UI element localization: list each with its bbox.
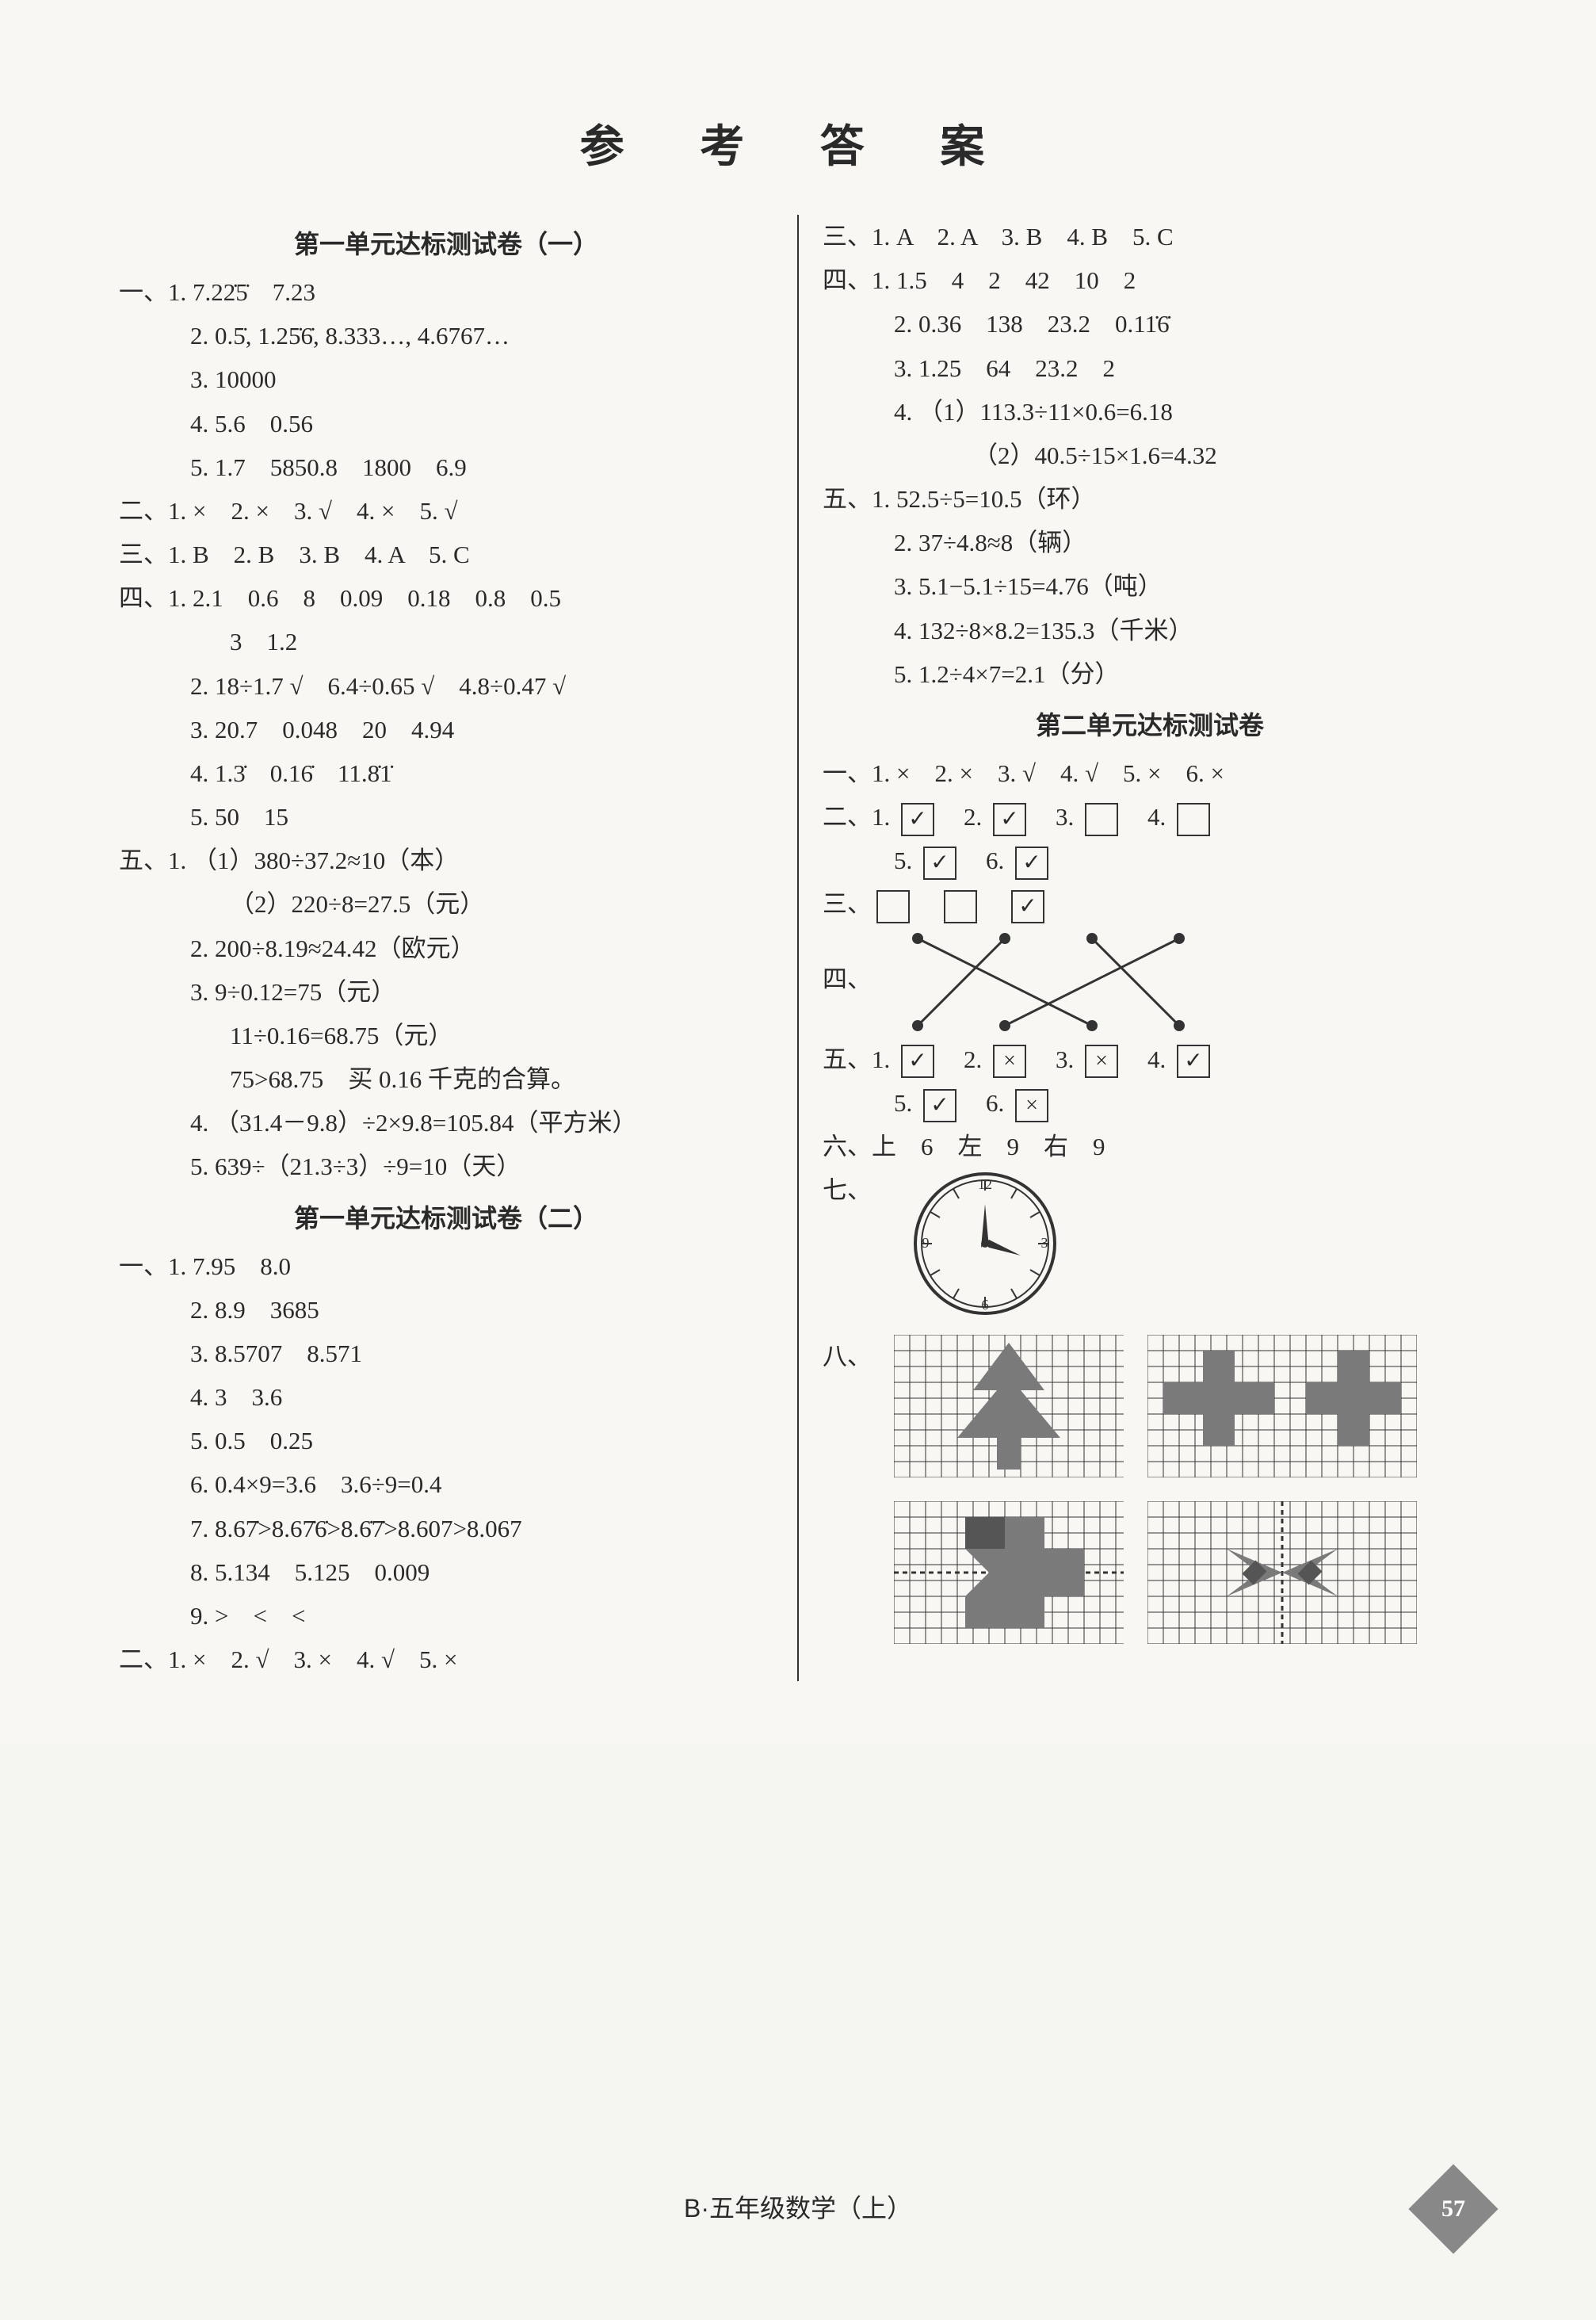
answer-box: [876, 890, 910, 923]
answer-line: 六、上 6 左 9 右 9: [823, 1125, 1477, 1168]
answer-line: 一、1. 7.22̇5̇ 7.23: [119, 270, 773, 314]
answer-box: [923, 847, 956, 880]
answer-line: 八、: [823, 1335, 1477, 1668]
answer-line: 2. 8.9 3685: [119, 1288, 773, 1332]
answer-line: 四、1. 2.1 0.6 8 0.09 0.18 0.8 0.5: [119, 576, 773, 620]
answer-line: 6. 0.4×9=3.6 3.6÷9=0.4: [119, 1462, 773, 1506]
page-number: 57: [1422, 2177, 1485, 2241]
answer-box: [901, 803, 934, 836]
answer-box: [1085, 1045, 1118, 1078]
answer-line: 二、1. 2. 3. 4.: [823, 795, 1477, 839]
answer-box: [923, 1089, 956, 1122]
answer-line: 3. 9÷0.12=75（元）: [119, 970, 773, 1014]
answer-line: （2）220÷8=27.5（元）: [119, 882, 773, 926]
answer-line: 2. 18÷1.7 √ 6.4÷0.65 √ 4.8÷0.47 √: [119, 664, 773, 708]
answer-box: [993, 1045, 1026, 1078]
answer-line: （2）40.5÷15×1.6=4.32: [823, 434, 1477, 477]
grid-butterfly: [1147, 1501, 1417, 1644]
answer-line: 五、1. 2. 3. 4.: [823, 1038, 1477, 1081]
answer-box: [1177, 1045, 1210, 1078]
answer-line: 四、1. 1.5 4 2 42 10 2: [823, 258, 1477, 302]
answer-line: 5. 50 15: [119, 795, 773, 839]
answer-line: 4. 132÷8×8.2=135.3（千米）: [823, 609, 1477, 652]
answer-line: 75>68.75 买 0.16 千克的合算。: [119, 1057, 773, 1101]
answer-line: 7. 8.67̇>8.67̇6̇>8.6̇7̇>8.607>8.067: [119, 1507, 773, 1550]
answer-line: 五、1. （1）380÷37.2≈10（本）: [119, 839, 773, 882]
left-column: 第一单元达标测试卷（一） 一、1. 7.22̇5̇ 7.23 2. 0.5̇, …: [95, 215, 799, 1681]
page-title: 参 考 答 案: [95, 111, 1501, 175]
section-header: 第二单元达标测试卷: [823, 705, 1477, 742]
matching-diagram: [894, 927, 1211, 1038]
answer-line: 4. 5.6 0.56: [119, 402, 773, 445]
answer-line: 3. 20.7 0.048 20 4.94: [119, 708, 773, 751]
answer-line: 二、1. × 2. × 3. √ 4. × 5. √: [119, 489, 773, 533]
answer-line: 5. 1.7 5850.8 1800 6.9: [119, 445, 773, 489]
answer-line: 一、1. 7.95 8.0: [119, 1244, 773, 1288]
answer-line: 2. 0.36 138 23.2 0.11̇6̇: [823, 302, 1477, 346]
answer-line: 11÷0.16=68.75（元）: [119, 1014, 773, 1057]
answer-line: 4. （31.4－9.8）÷2×9.8=105.84（平方米）: [119, 1101, 773, 1145]
answer-line: 5. 0.5 0.25: [119, 1419, 773, 1462]
answer-line: 五、1. 52.5÷5=10.5（环）: [823, 477, 1477, 521]
answer-box: [1177, 803, 1210, 836]
right-column: 三、1. A 2. A 3. B 4. B 5. C 四、1. 1.5 4 2 …: [799, 215, 1501, 1681]
answer-line: 8. 5.134 5.125 0.009: [119, 1550, 773, 1594]
grid-tree: [894, 1335, 1124, 1477]
answer-line: 2. 0.5̇, 1.25̇6̇, 8.333…, 4.6767…: [119, 314, 773, 357]
answer-box: [1085, 803, 1118, 836]
answer-line: 2. 200÷8.19≈24.42（欧元）: [119, 927, 773, 970]
answer-line: 4. （1）113.3÷11×0.6=6.18: [823, 390, 1477, 434]
answer-line: 5. 1.2÷4×7=2.1（分）: [823, 652, 1477, 696]
answer-line: 4. 1.3̇ 0.16̇ 11.8̇1̇: [119, 751, 773, 795]
page-footer: B·五年级数学（上）: [0, 2188, 1596, 2225]
answer-line: 二、1. × 2. √ 3. × 4. √ 5. ×: [119, 1638, 773, 1681]
answer-line: 5. 6.: [823, 1081, 1477, 1125]
answer-box: [1015, 1089, 1048, 1122]
answer-line: 四、: [823, 927, 1477, 1038]
answer-line: 5. 639÷（21.3÷3）÷9=10（天）: [119, 1145, 773, 1188]
answer-line: 三、1. B 2. B 3. B 4. A 5. C: [119, 533, 773, 576]
answer-line: 3. 5.1−5.1÷15=4.76（吨）: [823, 564, 1477, 608]
answer-line: 9. > < <: [119, 1594, 773, 1638]
answer-box: [1011, 890, 1044, 923]
answer-line: 4. 3 3.6: [119, 1375, 773, 1419]
section-header: 第一单元达标测试卷（一）: [119, 224, 773, 261]
answer-line: 2. 37÷4.8≈8（辆）: [823, 521, 1477, 564]
grid-cross: [1147, 1335, 1417, 1477]
answer-line: 5. 6.: [823, 839, 1477, 882]
answer-line: 3. 1.25 64 23.2 2: [823, 346, 1477, 390]
answer-box: [1015, 847, 1048, 880]
grid-arrow: [894, 1501, 1124, 1644]
answer-line: 七、 12 3 6 9: [823, 1168, 1477, 1319]
answer-line: 三、: [823, 882, 1477, 926]
clock-diagram: 12 3 6 9: [910, 1168, 1060, 1319]
answer-line: 3. 8.5707 8.571: [119, 1332, 773, 1375]
answer-line: 一、1. × 2. × 3. √ 4. √ 5. × 6. ×: [823, 751, 1477, 795]
answer-line: 三、1. A 2. A 3. B 4. B 5. C: [823, 215, 1477, 258]
answer-box: [993, 803, 1026, 836]
answer-box: [901, 1045, 934, 1078]
answer-line: 3. 10000: [119, 357, 773, 401]
section-header: 第一单元达标测试卷（二）: [119, 1198, 773, 1235]
answer-line: 3 1.2: [119, 620, 773, 663]
grid-shapes: [894, 1335, 1417, 1668]
answer-box: [944, 890, 977, 923]
